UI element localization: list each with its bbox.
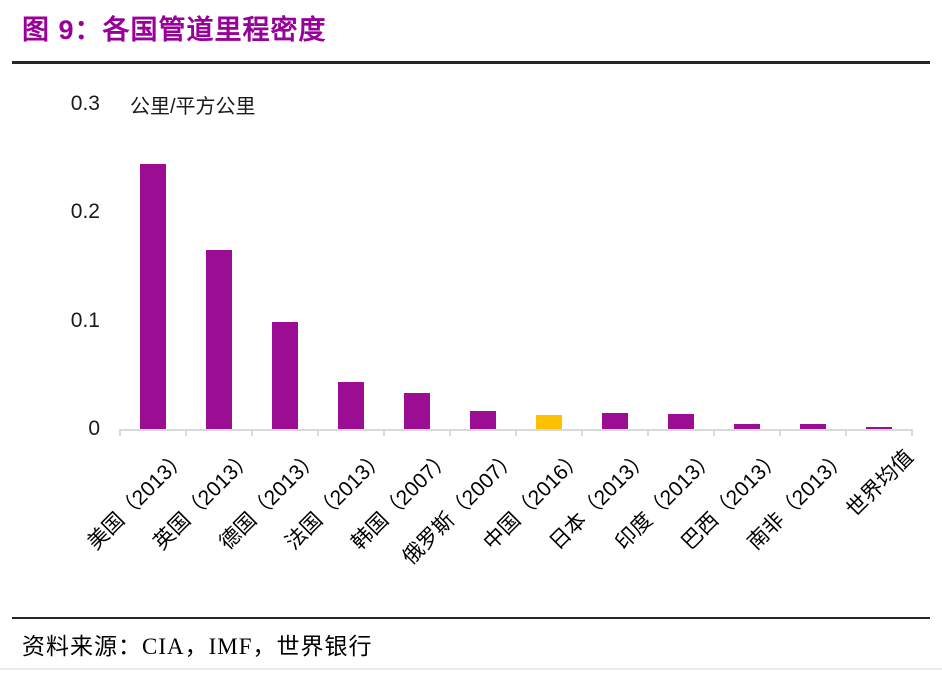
- x-axis-tick: [119, 429, 121, 436]
- bar-5: [470, 411, 496, 429]
- x-axis-tick: [647, 429, 649, 436]
- bar-1: [206, 250, 232, 429]
- x-axis-tick: [251, 429, 253, 436]
- bar-9: [734, 424, 760, 429]
- x-axis-tick: [185, 429, 187, 436]
- x-axis-tick: [383, 429, 385, 436]
- bar-10: [800, 424, 826, 429]
- bottom-divider: [0, 668, 942, 670]
- bar-2: [272, 322, 298, 429]
- bar-0: [140, 164, 166, 429]
- bar-7: [602, 413, 628, 429]
- x-axis-tick: [911, 429, 913, 436]
- x-axis-tick: [449, 429, 451, 436]
- x-axis-tick: [779, 429, 781, 436]
- bar-4: [404, 393, 430, 429]
- source-note: 资料来源：CIA，IMF，世界银行: [22, 634, 373, 659]
- source-divider: [12, 617, 930, 619]
- bar-8: [668, 414, 694, 429]
- x-axis-tick: [713, 429, 715, 436]
- x-axis-tick: [581, 429, 583, 436]
- x-axis-tick: [515, 429, 517, 436]
- bar-3: [338, 382, 364, 429]
- y-axis-unit-label: 公里/平方公里: [130, 96, 256, 118]
- bar-11: [866, 427, 892, 429]
- x-axis-tick: [845, 429, 847, 436]
- y-tick-label: 0.3: [70, 92, 100, 115]
- y-tick-label: 0: [88, 417, 100, 440]
- x-axis-tick: [317, 429, 319, 436]
- bar-6: [536, 415, 562, 429]
- y-tick-label: 0.1: [70, 308, 100, 332]
- figure-title: 图 9：各国管道里程密度: [22, 15, 327, 45]
- title-divider: [12, 61, 930, 64]
- y-tick-label: 0.2: [70, 200, 100, 224]
